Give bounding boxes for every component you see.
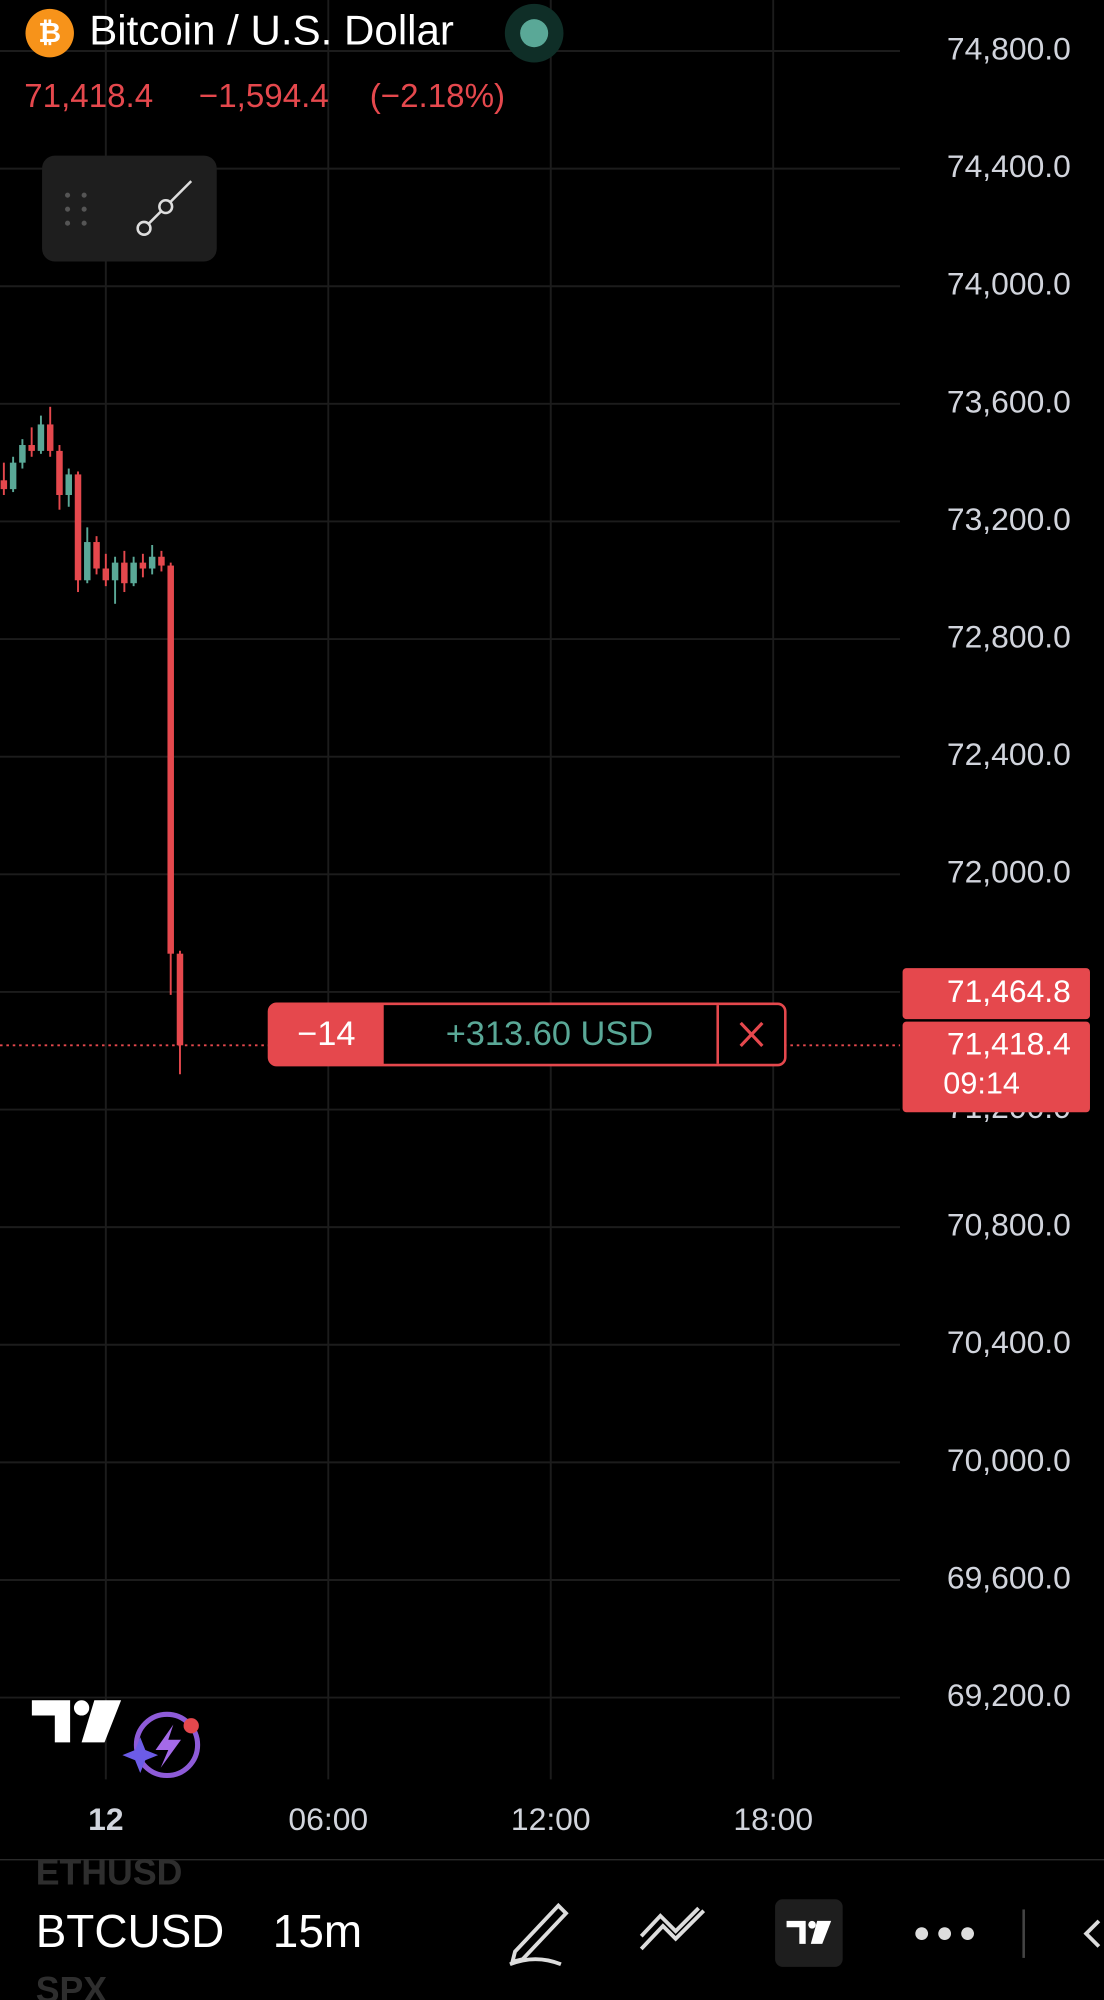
y-tick-label: 70,000.0: [947, 1442, 1071, 1478]
drawing-tool-panel[interactable]: [42, 155, 217, 262]
candle-body: [84, 542, 91, 581]
next-symbol[interactable]: SPX: [36, 1970, 108, 2000]
change-percent: (−2.18%): [370, 78, 505, 115]
candle-body: [111, 562, 119, 581]
more-button[interactable]: [915, 1927, 974, 1941]
x-tick-label: 12:00: [511, 1801, 591, 1837]
candle-body: [19, 445, 26, 463]
candle-body: [139, 562, 147, 569]
draw-button[interactable]: [509, 1902, 569, 1967]
close-position[interactable]: [739, 1021, 764, 1048]
candle-body: [46, 424, 54, 451]
y-tick-label: 74,000.0: [947, 266, 1071, 302]
qty-bg: [268, 1003, 384, 1066]
y-tick-label: 69,600.0: [947, 1559, 1071, 1595]
tradingview-logo[interactable]: [31, 1700, 122, 1743]
candle-body: [9, 462, 17, 490]
assistant-icon[interactable]: [122, 1711, 201, 1779]
candle-body: [93, 542, 100, 569]
position-qty: −14: [297, 1015, 355, 1053]
y-tick-label: 70,800.0: [947, 1207, 1071, 1243]
candle-body: [102, 568, 110, 581]
candle-body: [28, 445, 35, 451]
y-tick-label: 73,200.0: [947, 501, 1071, 537]
prev-symbol[interactable]: ETHUSD: [36, 1852, 183, 1892]
candle-body: [74, 474, 82, 581]
layout-button[interactable]: [775, 1899, 843, 1967]
interval-button[interactable]: 15m: [273, 1905, 362, 1957]
x-tick-label: 06:00: [288, 1801, 368, 1837]
y-tick-label: 69,200.0: [947, 1677, 1071, 1713]
indicators-button[interactable]: [639, 1906, 706, 1951]
y-tick-label: 74,800.0: [947, 30, 1071, 66]
candle-body: [121, 562, 128, 584]
candle-body: [65, 474, 72, 496]
y-tick-label: 72,400.0: [947, 736, 1071, 772]
y-tick-label: 70,400.0: [947, 1324, 1071, 1360]
y-tick-label: 73,600.0: [947, 383, 1071, 419]
coin-icon: [25, 8, 74, 58]
y-tick-label: 72,000.0: [947, 854, 1071, 890]
symbol-button[interactable]: BTCUSD: [36, 1905, 225, 1957]
y-tick-label: 74,400.0: [947, 148, 1071, 184]
candle-body: [56, 450, 63, 496]
y-tick-label: 72,800.0: [947, 618, 1071, 654]
position-widget[interactable]: −14 +313.60 USD: [267, 1002, 787, 1067]
position-pnl: +313.60 USD: [446, 1015, 653, 1053]
last-price-label: 71,418.4: [947, 1025, 1071, 1061]
plot: [0, 406, 901, 1075]
candle-body: [167, 565, 174, 954]
symbol-name: Bitcoin / U.S. Dollar: [89, 6, 454, 53]
bar-countdown: 09:14: [943, 1067, 1020, 1101]
trend-line-icon: [136, 180, 193, 236]
last-price: 71,418.4: [24, 78, 153, 115]
candle-body: [176, 953, 184, 1046]
change: −1,594.4: [199, 78, 329, 115]
x-tick-label: 18:00: [733, 1801, 813, 1837]
market-status-dot: [520, 19, 549, 48]
candle-body: [130, 562, 137, 584]
candle-body: [37, 424, 45, 451]
collapse-button[interactable]: [1083, 1919, 1101, 1948]
x-tick-label: 12: [88, 1801, 123, 1837]
last-price-label-bg: [902, 1021, 1090, 1113]
candle-body: [0, 480, 8, 490]
drag-handle: [65, 192, 87, 226]
candle-body: [148, 556, 156, 569]
layout-logo: [786, 1920, 832, 1944]
marker-label: 71,464.8: [947, 973, 1071, 1009]
marker-label-bg: [902, 968, 1090, 1020]
candle-body: [158, 556, 165, 566]
coin-glyph: ₿: [38, 17, 61, 48]
panel-bg: [42, 155, 217, 262]
